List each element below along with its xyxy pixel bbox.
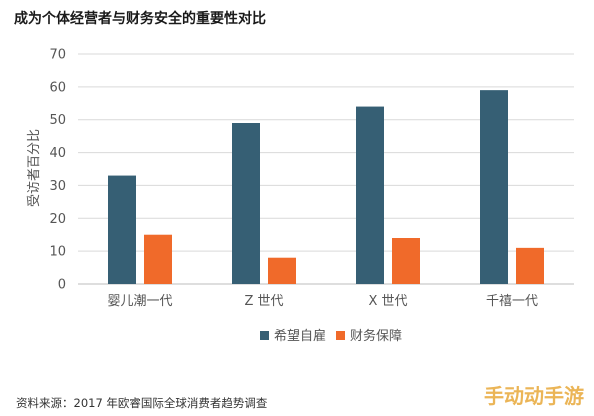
legend-label: 希望自雇 (274, 328, 326, 344)
legend-swatch (336, 331, 345, 340)
bar (392, 238, 420, 284)
bars (108, 90, 544, 285)
y-tick-label: 10 (49, 245, 66, 260)
x-tick-label: Z 世代 (244, 294, 283, 309)
watermark: 手动动手游 (484, 384, 584, 408)
bar (268, 257, 296, 284)
bar (144, 234, 172, 284)
legend-swatch (260, 331, 269, 340)
y-tick-label: 20 (49, 212, 66, 227)
x-axis-ticks: 婴儿潮一代 Z 世代 X 世代 千禧一代 (107, 294, 538, 309)
y-tick-label: 30 (49, 179, 66, 194)
y-tick-label: 70 (49, 48, 66, 63)
x-tick-label: 千禧一代 (486, 294, 538, 309)
y-axis-ticks: 0 10 20 30 40 50 60 70 (49, 48, 66, 293)
bar (108, 175, 136, 284)
bar (516, 247, 544, 284)
legend: 希望自雇 财务保障 (260, 328, 402, 344)
source-note: 资料来源：2017 年欧睿国际全球消费者趋势调查 (16, 396, 268, 410)
bar (480, 90, 508, 285)
bar (356, 106, 384, 284)
x-tick-label: 婴儿潮一代 (107, 294, 172, 309)
x-tick-label: X 世代 (368, 294, 407, 309)
y-axis-label: 受访者百分比 (27, 129, 42, 207)
chart-title: 成为个体经营者与财务安全的重要性对比 (14, 11, 266, 27)
y-tick-label: 50 (49, 113, 66, 128)
legend-label: 财务保障 (350, 328, 402, 344)
y-tick-label: 40 (49, 146, 66, 161)
bar (232, 123, 260, 284)
y-tick-label: 60 (49, 80, 66, 95)
y-tick-label: 0 (58, 278, 66, 293)
